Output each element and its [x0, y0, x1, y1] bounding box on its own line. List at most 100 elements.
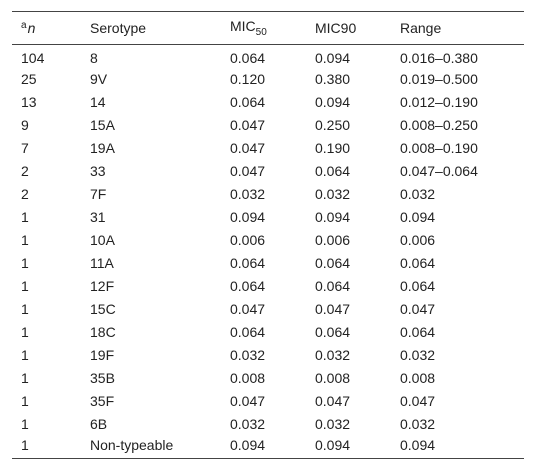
cell-range: 0.047: [400, 393, 436, 409]
table-body: 104 8 0.064 0.094 0.016–0.380 25 9V 0.120 0.380 0…: [12, 45, 524, 459]
cell-serotype: 19F: [90, 347, 115, 363]
mic-table-container: an Serotype MIC50 MIC90 Range 104 8 0.064 0…: [12, 11, 524, 459]
table-row: 9 15A 0.047 0.250 0.008–0.250: [12, 114, 524, 137]
header-n: an: [12, 11, 81, 45]
cell-mic50: 0.047: [230, 163, 266, 179]
cell-range: 0.094: [400, 209, 436, 225]
table-row: 2 7F 0.032 0.032 0.032: [12, 183, 524, 206]
cell-serotype: 8: [90, 49, 98, 66]
cell-range: 0.032: [400, 186, 436, 202]
table-row: 2 33 0.047 0.064 0.047–0.064: [12, 160, 524, 183]
cell-n: 1: [21, 255, 29, 271]
cell-n: 9: [21, 117, 29, 133]
table-row: 7 19A 0.047 0.190 0.008–0.190: [12, 137, 524, 160]
header-n-footnote-marker: a: [21, 20, 27, 31]
cell-mic50: 0.064: [230, 324, 266, 340]
cell-mic90: 0.032: [315, 416, 351, 432]
cell-range: 0.047–0.064: [400, 163, 478, 179]
cell-n: 1: [21, 209, 29, 225]
cell-range: 0.012–0.190: [400, 94, 478, 110]
cell-n: 1: [21, 232, 29, 248]
table-row: 104 8 0.064 0.094 0.016–0.380: [12, 45, 524, 68]
cell-serotype: 7F: [90, 186, 107, 202]
cell-n: 13: [21, 94, 37, 110]
table-row: 1 31 0.094 0.094 0.094: [12, 206, 524, 229]
cell-serotype: 33: [90, 163, 106, 179]
cell-mic90: 0.064: [315, 255, 351, 271]
cell-n: 7: [21, 140, 29, 156]
cell-range: 0.032: [400, 416, 436, 432]
cell-n: 1: [12, 435, 81, 459]
header-mic50: MIC50: [221, 11, 306, 45]
cell-n: 25: [21, 71, 37, 87]
cell-mic90: 0.094: [315, 94, 351, 110]
cell-mic50: 0.064: [230, 94, 266, 110]
table-row: 1 35F 0.047 0.047 0.047: [12, 390, 524, 413]
table-row: 13 14 0.064 0.094 0.012–0.190: [12, 91, 524, 114]
cell-mic90: 0.094: [315, 49, 351, 66]
cell-mic50: 0.064: [230, 49, 266, 66]
cell-mic50: 0.047: [230, 301, 266, 317]
cell-mic50: 0.120: [230, 71, 266, 87]
header-row: an Serotype MIC50 MIC90 Range: [12, 11, 524, 45]
cell-range: 0.008: [400, 370, 436, 386]
cell-n: 1: [21, 324, 29, 340]
cell-range: 0.064: [400, 278, 436, 294]
table-row: 1 Non-typeable 0.094 0.094 0.094: [12, 435, 524, 459]
table-row: 1 11A 0.064 0.064 0.064: [12, 252, 524, 275]
cell-range: 0.064: [400, 324, 436, 340]
cell-mic50: 0.094: [230, 209, 266, 225]
header-mic90: MIC90: [306, 11, 391, 45]
cell-mic90: 0.008: [315, 370, 351, 386]
cell-serotype: 9V: [90, 71, 108, 87]
header-range: Range: [391, 11, 524, 45]
cell-mic50: 0.006: [230, 232, 266, 248]
cell-mic90: 0.047: [315, 393, 351, 409]
cell-n: 104: [21, 49, 45, 66]
cell-serotype: 31: [90, 209, 106, 225]
cell-serotype: 18C: [90, 324, 116, 340]
cell-serotype: 6B: [90, 416, 108, 432]
cell-mic90: 0.064: [315, 278, 351, 294]
cell-serotype: 10A: [90, 232, 115, 248]
cell-mic50: 0.064: [230, 255, 266, 271]
cell-mic90: 0.032: [315, 347, 351, 363]
cell-mic90: 0.094: [306, 435, 391, 459]
cell-mic50: 0.047: [230, 140, 266, 156]
cell-n: 1: [21, 278, 29, 294]
cell-mic90: 0.250: [315, 117, 351, 133]
cell-mic90: 0.006: [315, 232, 351, 248]
cell-mic90: 0.064: [315, 324, 351, 340]
cell-mic50: 0.008: [230, 370, 266, 386]
cell-serotype: 12F: [90, 278, 115, 294]
cell-n: 2: [21, 163, 29, 179]
cell-mic50: 0.064: [230, 278, 266, 294]
cell-mic90: 0.064: [315, 163, 351, 179]
table-row: 1 18C 0.064 0.064 0.064: [12, 321, 524, 344]
header-mic50-main: MIC: [230, 18, 256, 34]
cell-range: 0.047: [400, 301, 436, 317]
cell-mic90: 0.032: [315, 186, 351, 202]
table-row: 1 15C 0.047 0.047 0.047: [12, 298, 524, 321]
cell-mic90: 0.380: [315, 71, 351, 87]
cell-serotype: Non-typeable: [81, 435, 221, 459]
header-mic50-subscript: 50: [255, 27, 267, 38]
cell-serotype: 15C: [90, 301, 116, 317]
mic-table: an Serotype MIC50 MIC90 Range 104 8 0.064 0…: [12, 11, 524, 459]
header-serotype: Serotype: [81, 11, 221, 45]
cell-range: 0.008–0.190: [400, 140, 478, 156]
cell-mic50: 0.032: [230, 347, 266, 363]
cell-serotype: 35B: [90, 370, 115, 386]
cell-mic50: 0.094: [221, 435, 306, 459]
cell-mic90: 0.047: [315, 301, 351, 317]
table-row: 1 35B 0.008 0.008 0.008: [12, 367, 524, 390]
cell-mic50: 0.047: [230, 393, 266, 409]
cell-n: 1: [21, 393, 29, 409]
header-n-label: n: [27, 20, 36, 36]
cell-n: 1: [21, 416, 29, 432]
cell-serotype: 11A: [90, 255, 114, 271]
cell-serotype: 15A: [90, 117, 115, 133]
cell-serotype: 19A: [90, 140, 115, 156]
cell-mic50: 0.032: [230, 186, 266, 202]
cell-range: 0.006: [400, 232, 436, 248]
